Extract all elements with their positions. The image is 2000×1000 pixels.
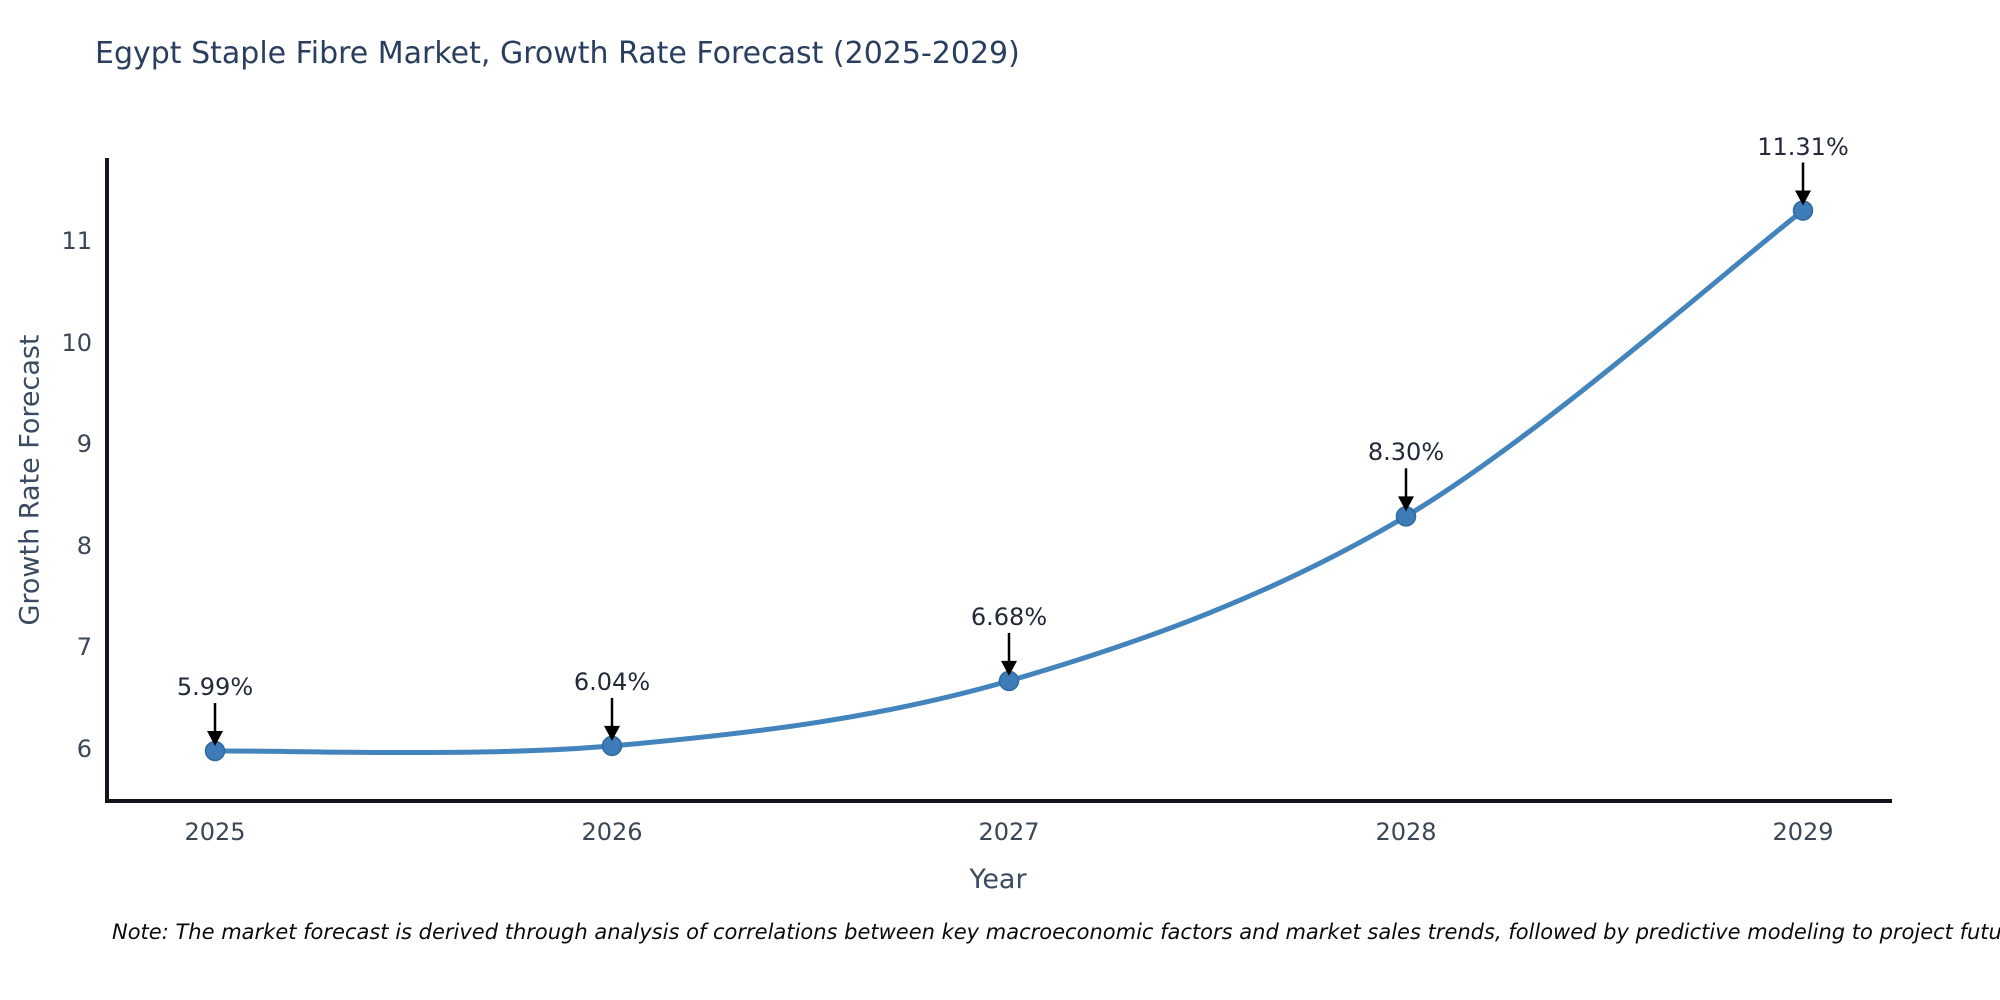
x-tick-2029: 2029 (1772, 818, 1834, 846)
y-tick-7: 7 (76, 633, 92, 662)
y-tick-11: 11 (61, 227, 92, 255)
annotation-arrow-head-2027 (1001, 660, 1017, 676)
x-tick-2025: 2025 (184, 818, 246, 846)
annotation-arrow-head-2028 (1398, 496, 1414, 512)
y-tick-8: 8 (76, 531, 92, 560)
point-label-2027: 6.68% (970, 602, 1048, 631)
point-label-2025: 5.99% (176, 673, 254, 702)
x-tick-2028: 2028 (1375, 818, 1437, 846)
y-tick-10: 10 (61, 328, 92, 357)
x-tick-2027: 2027 (978, 818, 1040, 846)
annotation-arrows (207, 162, 1811, 747)
axes-layer (105, 158, 1892, 803)
series-layer (204, 200, 1814, 762)
point-label-2029: 11.31% (1757, 132, 1849, 161)
y-tick-9: 9 (76, 430, 92, 459)
footnote: Note: The market forecast is derived thr… (112, 920, 2000, 944)
annotation-arrow-head-2026 (604, 725, 620, 741)
annotation-arrow-head-2029 (1795, 190, 1811, 206)
annotation-arrow-head-2025 (207, 731, 223, 747)
x-axis-title: Year (969, 864, 1027, 895)
point-label-2028: 8.30% (1367, 438, 1445, 467)
point-label-2026: 6.04% (573, 667, 651, 696)
x-tick-2026: 2026 (581, 818, 643, 846)
y-tick-6: 6 (76, 735, 92, 763)
chart-title: Egypt Staple Fibre Market, Growth Rate F… (95, 36, 1020, 71)
